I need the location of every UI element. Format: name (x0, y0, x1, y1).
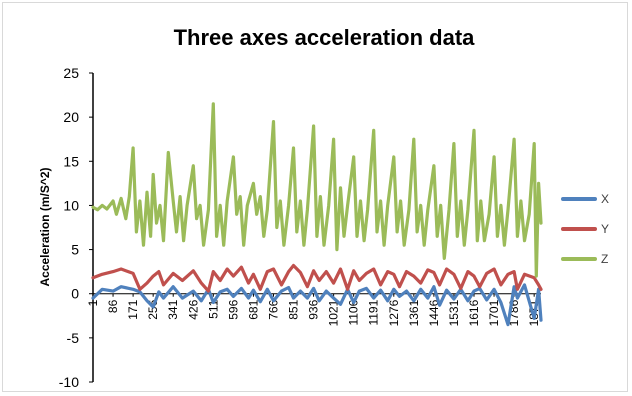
x-tick-label: 936 (307, 299, 321, 319)
chart-title: Three axes acceleration data (174, 25, 476, 50)
x-tick-label: 1361 (407, 299, 421, 326)
x-tick-label: 1616 (467, 299, 481, 326)
x-tick-label: 511 (206, 299, 220, 318)
series-line-y (91, 263, 543, 293)
series-line-x (91, 283, 543, 327)
x-tick-label: 851 (287, 299, 301, 319)
x-tick-label: 171 (126, 299, 140, 319)
legend-label-z: Z (601, 252, 608, 266)
y-tick-label: 25 (63, 65, 79, 81)
legend-label-y: Y (601, 222, 609, 236)
x-tick-label: 596 (226, 299, 240, 319)
chart-svg: Three axes acceleration data Acceleratio… (38, 25, 609, 390)
x-tick-label: 1531 (447, 299, 461, 326)
legend: X Y Z (561, 192, 609, 266)
y-tick-label: 0 (71, 286, 79, 302)
x-tick-label: 1701 (487, 299, 501, 326)
x-tick-label: 86 (106, 299, 120, 313)
y-tick-label: 10 (63, 197, 79, 213)
legend-label-x: X (601, 192, 609, 206)
x-tick-label: 1191 (367, 299, 381, 325)
x-tick-label: 681 (246, 299, 260, 319)
x-tick-label: 1106 (347, 299, 361, 325)
x-tick-label: 426 (186, 299, 200, 319)
x-tick-label: 1446 (427, 299, 441, 326)
chart-frame: Three axes acceleration data Acceleratio… (2, 2, 628, 392)
y-tick-label: -10 (59, 374, 79, 390)
x-tick-label: 1276 (387, 299, 401, 326)
y-tick-label: 5 (71, 242, 79, 258)
y-axis-label: Acceleration (m/S^2) (38, 167, 52, 286)
y-tick-label: 15 (63, 153, 79, 169)
y-tick-label: -5 (67, 330, 80, 346)
y-tick-label: 20 (63, 109, 79, 125)
x-tick-label: 1021 (327, 299, 341, 326)
x-tick-label: 341 (166, 299, 180, 319)
series-line-z (91, 102, 543, 278)
x-tick-label: 1 (86, 299, 100, 306)
x-tick-label: 766 (266, 299, 280, 319)
